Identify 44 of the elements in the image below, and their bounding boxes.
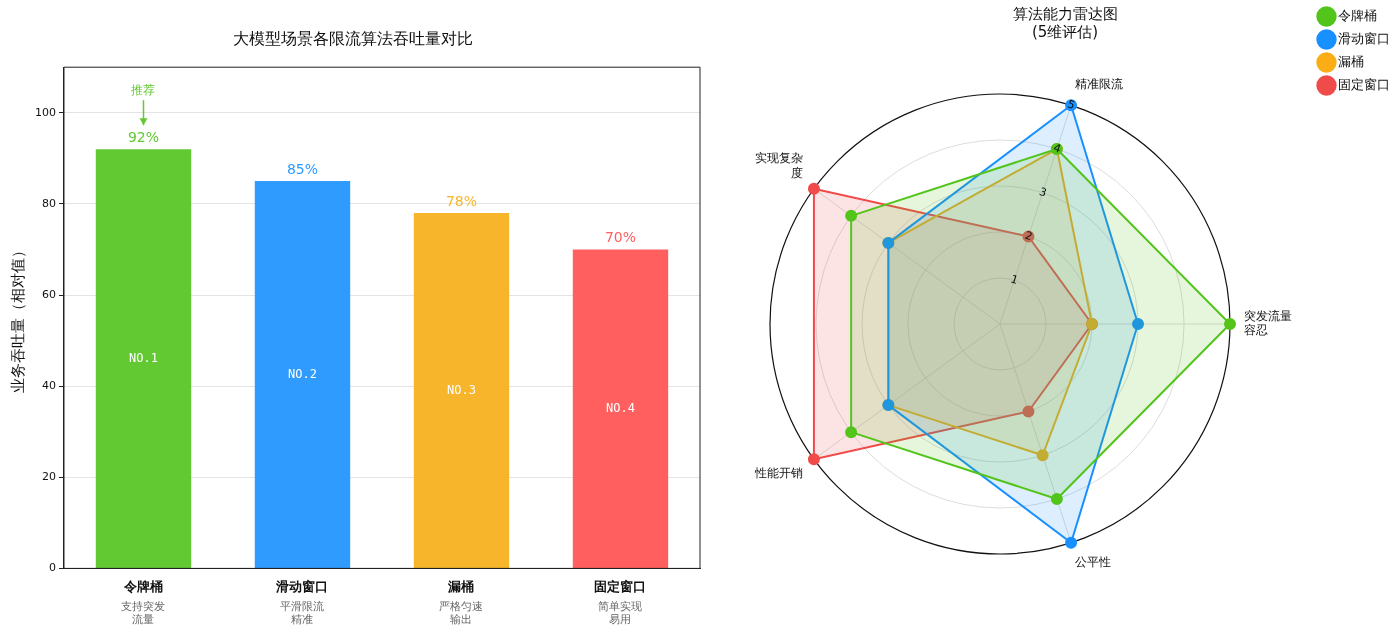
y-tick-label: 5 (1065, 97, 1077, 112)
y-tick-label: 80 (42, 196, 56, 210)
x-tick-label: 令牌桶 (123, 578, 163, 594)
x-tick-label: 滑动窗口 (275, 578, 329, 594)
y-tick-label: 60 (42, 287, 56, 301)
y-tick-label: 0 (49, 561, 56, 575)
text: 算法能力雷达图 (5维评估) (1012, 4, 1118, 41)
x-tick-label: 漏桶 (447, 578, 475, 594)
legend-label: 令牌桶 (1338, 7, 1377, 23)
x-tick-label: 固定窗口 (594, 578, 647, 594)
spoke-label: 突发流量容忍 (1243, 308, 1292, 338)
spoke-label: 实现复杂度 (755, 151, 803, 180)
chart-title: 大模型场景各限流算法吞吐量对比 (233, 28, 473, 48)
y-tick-label: 3 (1037, 184, 1049, 200)
legend-label: 漏桶 (1338, 53, 1364, 69)
y-tick-label: 1 (1009, 272, 1020, 287)
y-tick-label: 4 (1051, 141, 1063, 156)
spoke-label: 性能开销 (754, 466, 803, 481)
data-label: 85% (286, 160, 319, 177)
text: 平滑限流精准 (280, 600, 325, 627)
y-tick-label: 20 (42, 470, 56, 484)
annotation: NO.1 (129, 350, 158, 365)
y-axis-title: 业务吞吐量（相对值） (8, 242, 27, 393)
bar (572, 249, 669, 568)
text: 简单实现易用 (598, 600, 643, 627)
y-tick-label: 2 (1023, 228, 1034, 244)
data-label: 70% (604, 229, 637, 246)
annotation: NO.2 (288, 366, 317, 381)
legend-label: 滑动窗口 (1338, 30, 1390, 46)
y-tick-label: 100 (35, 105, 56, 119)
annotation: NO.4 (606, 400, 635, 415)
bar (254, 181, 351, 568)
data-label: 78% (445, 192, 478, 209)
y-tick-label: 40 (42, 379, 56, 392)
spoke-label: 精准限流 (1075, 77, 1124, 92)
legend-label: 固定窗口 (1338, 76, 1390, 92)
text: 支持突发流量 (121, 600, 166, 627)
annotation: NO.3 (447, 382, 476, 397)
spoke-label: 公平性 (1075, 554, 1112, 569)
annotation: 推荐 (131, 83, 156, 98)
bar (413, 213, 510, 568)
bar (95, 149, 192, 568)
data-label: 92% (127, 128, 160, 145)
text: 严格匀速输出 (439, 600, 484, 627)
